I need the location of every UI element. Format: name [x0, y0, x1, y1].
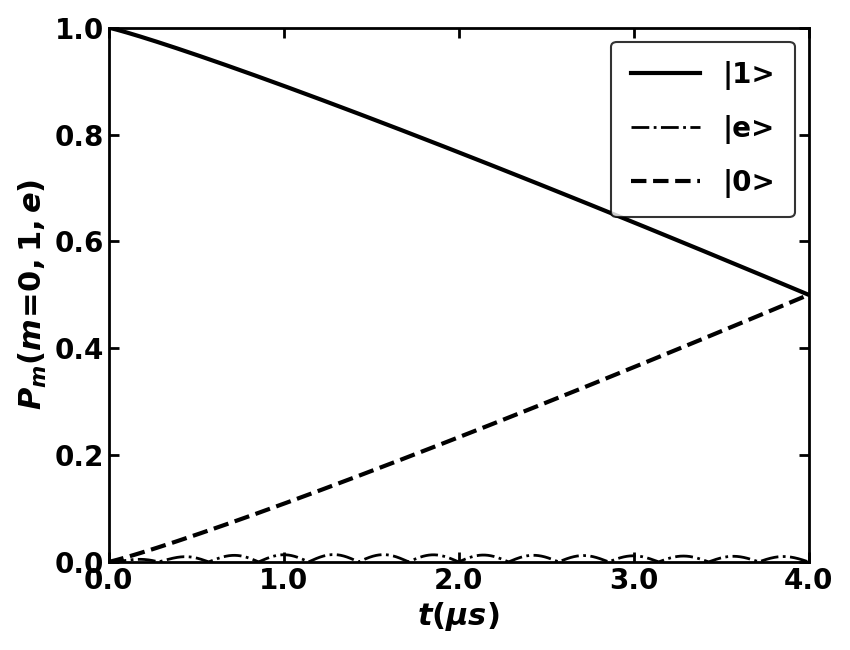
Line: |1>: |1> [109, 28, 808, 295]
|1> [444, 144, 454, 152]
|0> [783, 300, 793, 307]
|0> [104, 558, 114, 566]
|1> [139, 34, 150, 42]
|0> [139, 548, 150, 556]
|1> [654, 229, 665, 237]
|0> [425, 445, 435, 452]
|1> [104, 24, 114, 32]
|e> [655, 558, 666, 566]
|0> [803, 291, 813, 299]
|e> [784, 553, 794, 561]
|e> [104, 558, 114, 566]
Legend: |1>, |e>, |0>: |1>, |e>, |0> [611, 42, 795, 218]
X-axis label: $t(\mu s)$: $t(\mu s)$ [417, 601, 500, 633]
|1> [783, 282, 793, 290]
|e> [445, 554, 455, 562]
|e> [426, 551, 436, 559]
|e> [803, 558, 813, 566]
|1> [803, 291, 813, 299]
|0> [654, 353, 665, 361]
Line: |e>: |e> [109, 554, 808, 562]
|e> [139, 556, 150, 564]
Y-axis label: $P_m(m\!=\!0,1,e)$: $P_m(m\!=\!0,1,e)$ [17, 179, 48, 410]
|0> [444, 437, 454, 445]
|e> [783, 553, 793, 561]
|0> [783, 300, 793, 307]
|e> [329, 551, 339, 558]
Line: |0>: |0> [109, 295, 808, 562]
|1> [783, 282, 793, 290]
|1> [425, 137, 435, 145]
